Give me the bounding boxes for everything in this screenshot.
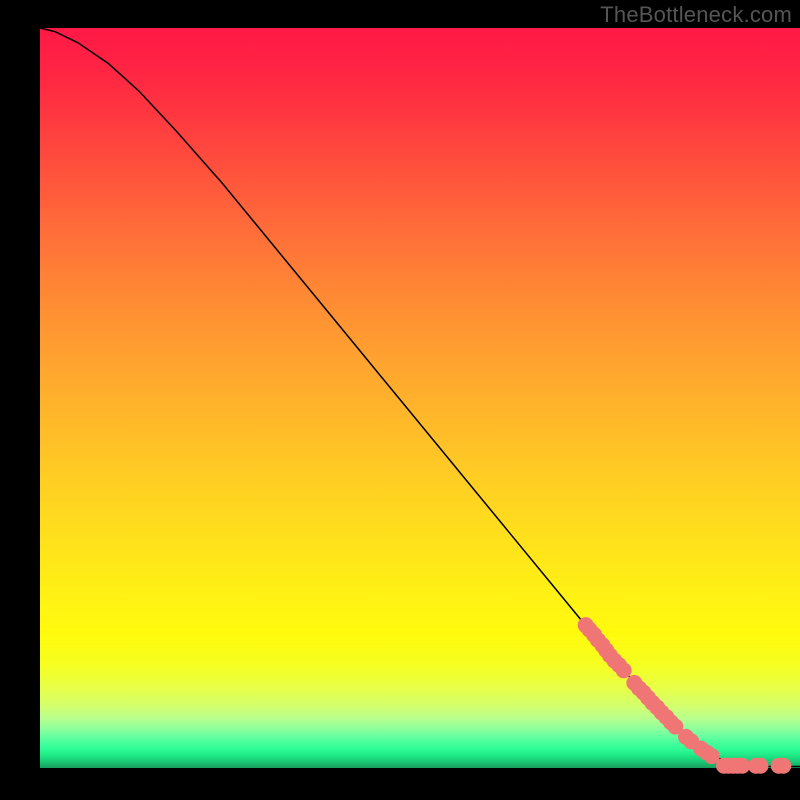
data-marker: [734, 758, 750, 774]
plot-area: [40, 28, 800, 768]
bottleneck-curve: [40, 28, 800, 767]
curve-layer: [40, 28, 800, 768]
chart-frame: TheBottleneck.com: [0, 0, 800, 800]
data-marker: [775, 758, 791, 774]
marker-group: [578, 617, 792, 774]
data-marker: [752, 758, 768, 774]
data-marker: [616, 662, 632, 678]
watermark-text: TheBottleneck.com: [600, 2, 792, 28]
